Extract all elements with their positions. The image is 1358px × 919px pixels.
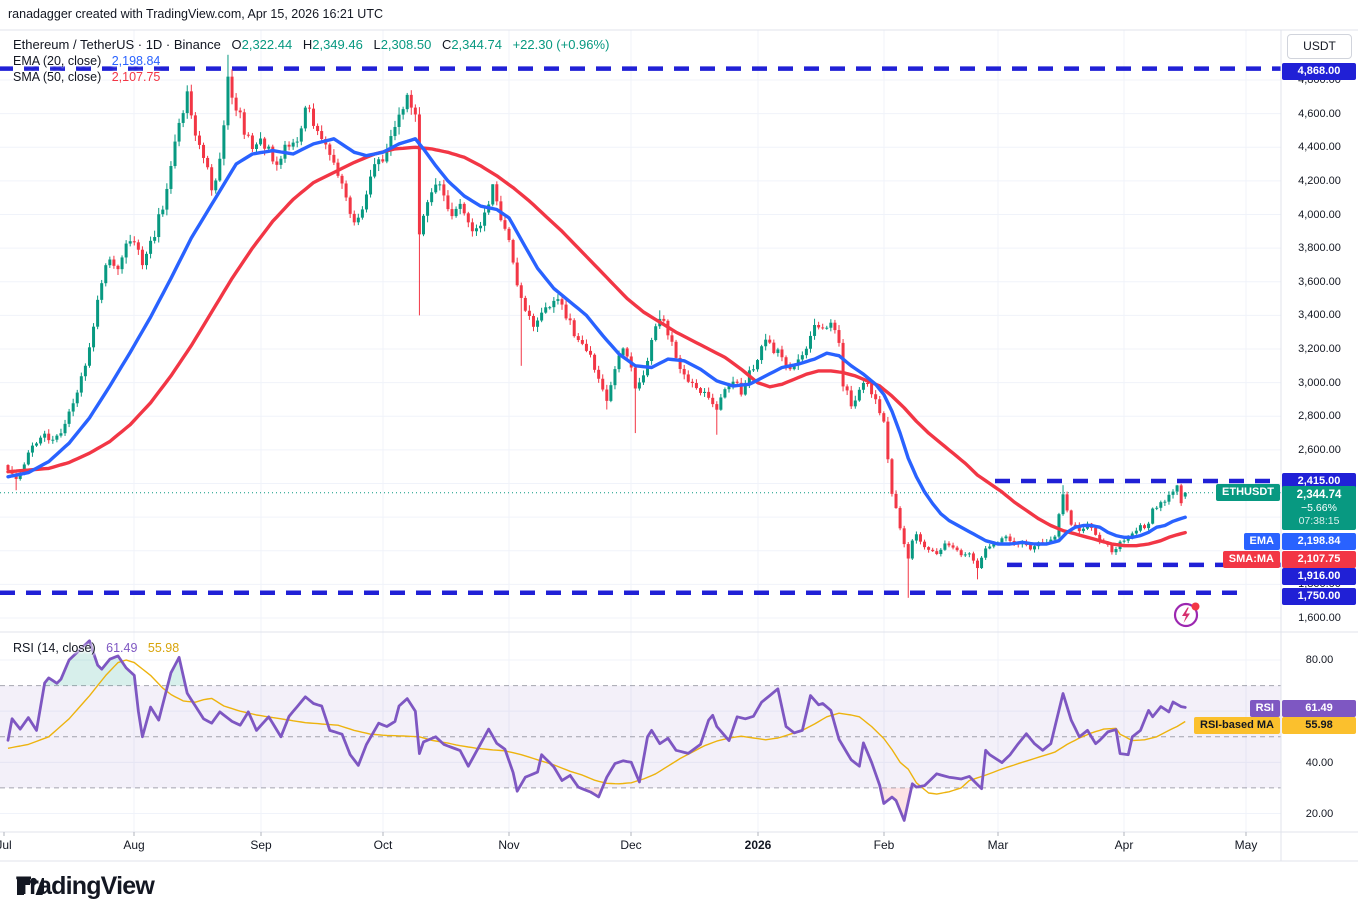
symbol-legend-row[interactable]: Ethereum / TetherUS · 1D · Binance O2,32… (13, 37, 609, 52)
ohlc-close-value: 2,344.74 (451, 37, 502, 52)
candles (6, 54, 1187, 598)
month-label: Apr (1115, 838, 1134, 852)
time-axis-labels: Jul Aug Sep Oct Nov Dec 2026 Feb Mar Apr May (0, 832, 1257, 852)
ema-value: 2,198.84 (111, 54, 161, 68)
month-label: Dec (620, 838, 641, 852)
price-axis-label: 1,600.00 (1298, 612, 1341, 624)
price-axis-label: 4,600.00 (1298, 108, 1341, 120)
sma-legend-row[interactable]: SMA (50, close) 2,107.75 (13, 70, 160, 84)
price-axis-label: 2,600.00 (1298, 444, 1341, 456)
sma-label: SMA (50, close) (13, 70, 102, 84)
sma-line-label: SMA:MA (1222, 551, 1280, 568)
month-label: Aug (123, 838, 144, 852)
month-label: Jul (0, 838, 12, 852)
rsi-value-badge: 61.49 (1282, 699, 1356, 717)
tradingview-logo-icon (17, 877, 44, 895)
price-scale[interactable]: 4,800.00 4,600.00 4,400.00 4,200.00 4,000.00… (1281, 0, 1358, 861)
rsi-line[interactable] (6, 639, 1187, 822)
sma-value: 2,107.75 (111, 70, 161, 84)
month-label: May (1235, 838, 1258, 852)
month-label: 2026 (745, 838, 772, 852)
ohlc-high-label: H (302, 37, 313, 52)
month-label: Feb (874, 838, 895, 852)
price-axis-label: 3,800.00 (1298, 242, 1341, 254)
ohlc-low-value: 2,308.50 (380, 37, 432, 52)
ema-label: EMA (20, close) (13, 54, 102, 68)
ema-line-label: EMA (1243, 533, 1280, 550)
ohlc-open-value: 2,322.44 (241, 37, 293, 52)
rsi-ma-line-label: RSI-based MA (1194, 717, 1280, 734)
rsi-axis-label: 20.00 (1305, 808, 1334, 820)
ohlc-open-label: O (231, 37, 242, 52)
rsi-value: 61.49 (106, 641, 138, 655)
rsi-ma-value-badge: 55.98 (1282, 716, 1356, 734)
price-axis-label: 2,800.00 (1298, 410, 1341, 422)
price-axis-label: 3,600.00 (1298, 276, 1341, 288)
month-label: Nov (498, 838, 519, 852)
price-axis-label: 4,000.00 (1298, 209, 1341, 221)
month-label: Mar (988, 838, 1009, 852)
ema-legend-row[interactable]: EMA (20, close) 2,198.84 (13, 54, 160, 68)
ema20-line[interactable] (6, 137, 1187, 546)
rsi-legend-row[interactable]: RSI (14, close) 61.49 55.98 (13, 641, 179, 655)
price-axis-label: 4,400.00 (1298, 141, 1341, 153)
sma50-line[interactable] (6, 145, 1187, 548)
rsi-ma-value: 55.98 (147, 641, 180, 655)
rsi-line-label: RSI (1249, 700, 1280, 717)
price-axis-label: 3,000.00 (1298, 377, 1341, 389)
price-axis-label: 3,200.00 (1298, 343, 1341, 355)
month-label: Oct (374, 838, 393, 852)
rsi-overbought-fill (44, 640, 186, 686)
price-axis-label: 4,200.00 (1298, 175, 1341, 187)
symbol-title: Ethereum / TetherUS · 1D · Binance (13, 37, 221, 52)
level-badge-1750: 1,750.00 (1282, 587, 1356, 605)
month-label: Sep (250, 838, 272, 852)
time-scale[interactable] (0, 832, 1281, 861)
ema-value-badge: 2,198.84 (1282, 532, 1356, 550)
level-badge-1916: 1,916.00 (1282, 567, 1356, 585)
ohlc-high-value: 2,349.46 (312, 37, 363, 52)
level-badge-4868: 4,868.00 (1282, 62, 1356, 80)
symbol-price-badge: 2,344.74 −5.66% 07:38:15 (1282, 486, 1356, 530)
change-value: +22.30 (+0.96%) (512, 37, 610, 52)
rsi-axis-label: 80.00 (1305, 654, 1334, 666)
attribution-text: ranadagger created with TradingView.com,… (8, 7, 383, 21)
sma-value-badge: 2,107.75 (1282, 550, 1356, 568)
price-axis-label: 3,400.00 (1298, 309, 1341, 321)
symbol-price-label: ETHUSDT (1216, 484, 1280, 501)
rsi-ma-line[interactable] (7, 659, 1186, 795)
rsi-axis-label: 40.00 (1305, 757, 1334, 769)
tradingview-logo[interactable]: TradingView (16, 872, 155, 901)
currency-toggle-button[interactable]: USDT (1287, 34, 1352, 59)
horizontal-level-lines[interactable] (0, 66, 1281, 596)
chart-canvas[interactable]: Jul Aug Sep Oct Nov Dec 2026 Feb Mar Apr May (0, 0, 1358, 862)
ohlc-low-label: L (373, 37, 381, 52)
level-badge-2415: 2,415.00 (1282, 472, 1356, 490)
ohlc-close-label: C (441, 37, 452, 52)
alert-lightning-icon[interactable] (1172, 599, 1202, 629)
rsi-label: RSI (14, close) (13, 641, 96, 655)
